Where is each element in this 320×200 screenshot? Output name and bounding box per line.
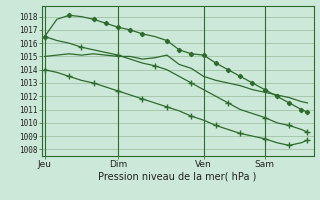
X-axis label: Pression niveau de la mer( hPa ): Pression niveau de la mer( hPa ) <box>99 172 257 182</box>
